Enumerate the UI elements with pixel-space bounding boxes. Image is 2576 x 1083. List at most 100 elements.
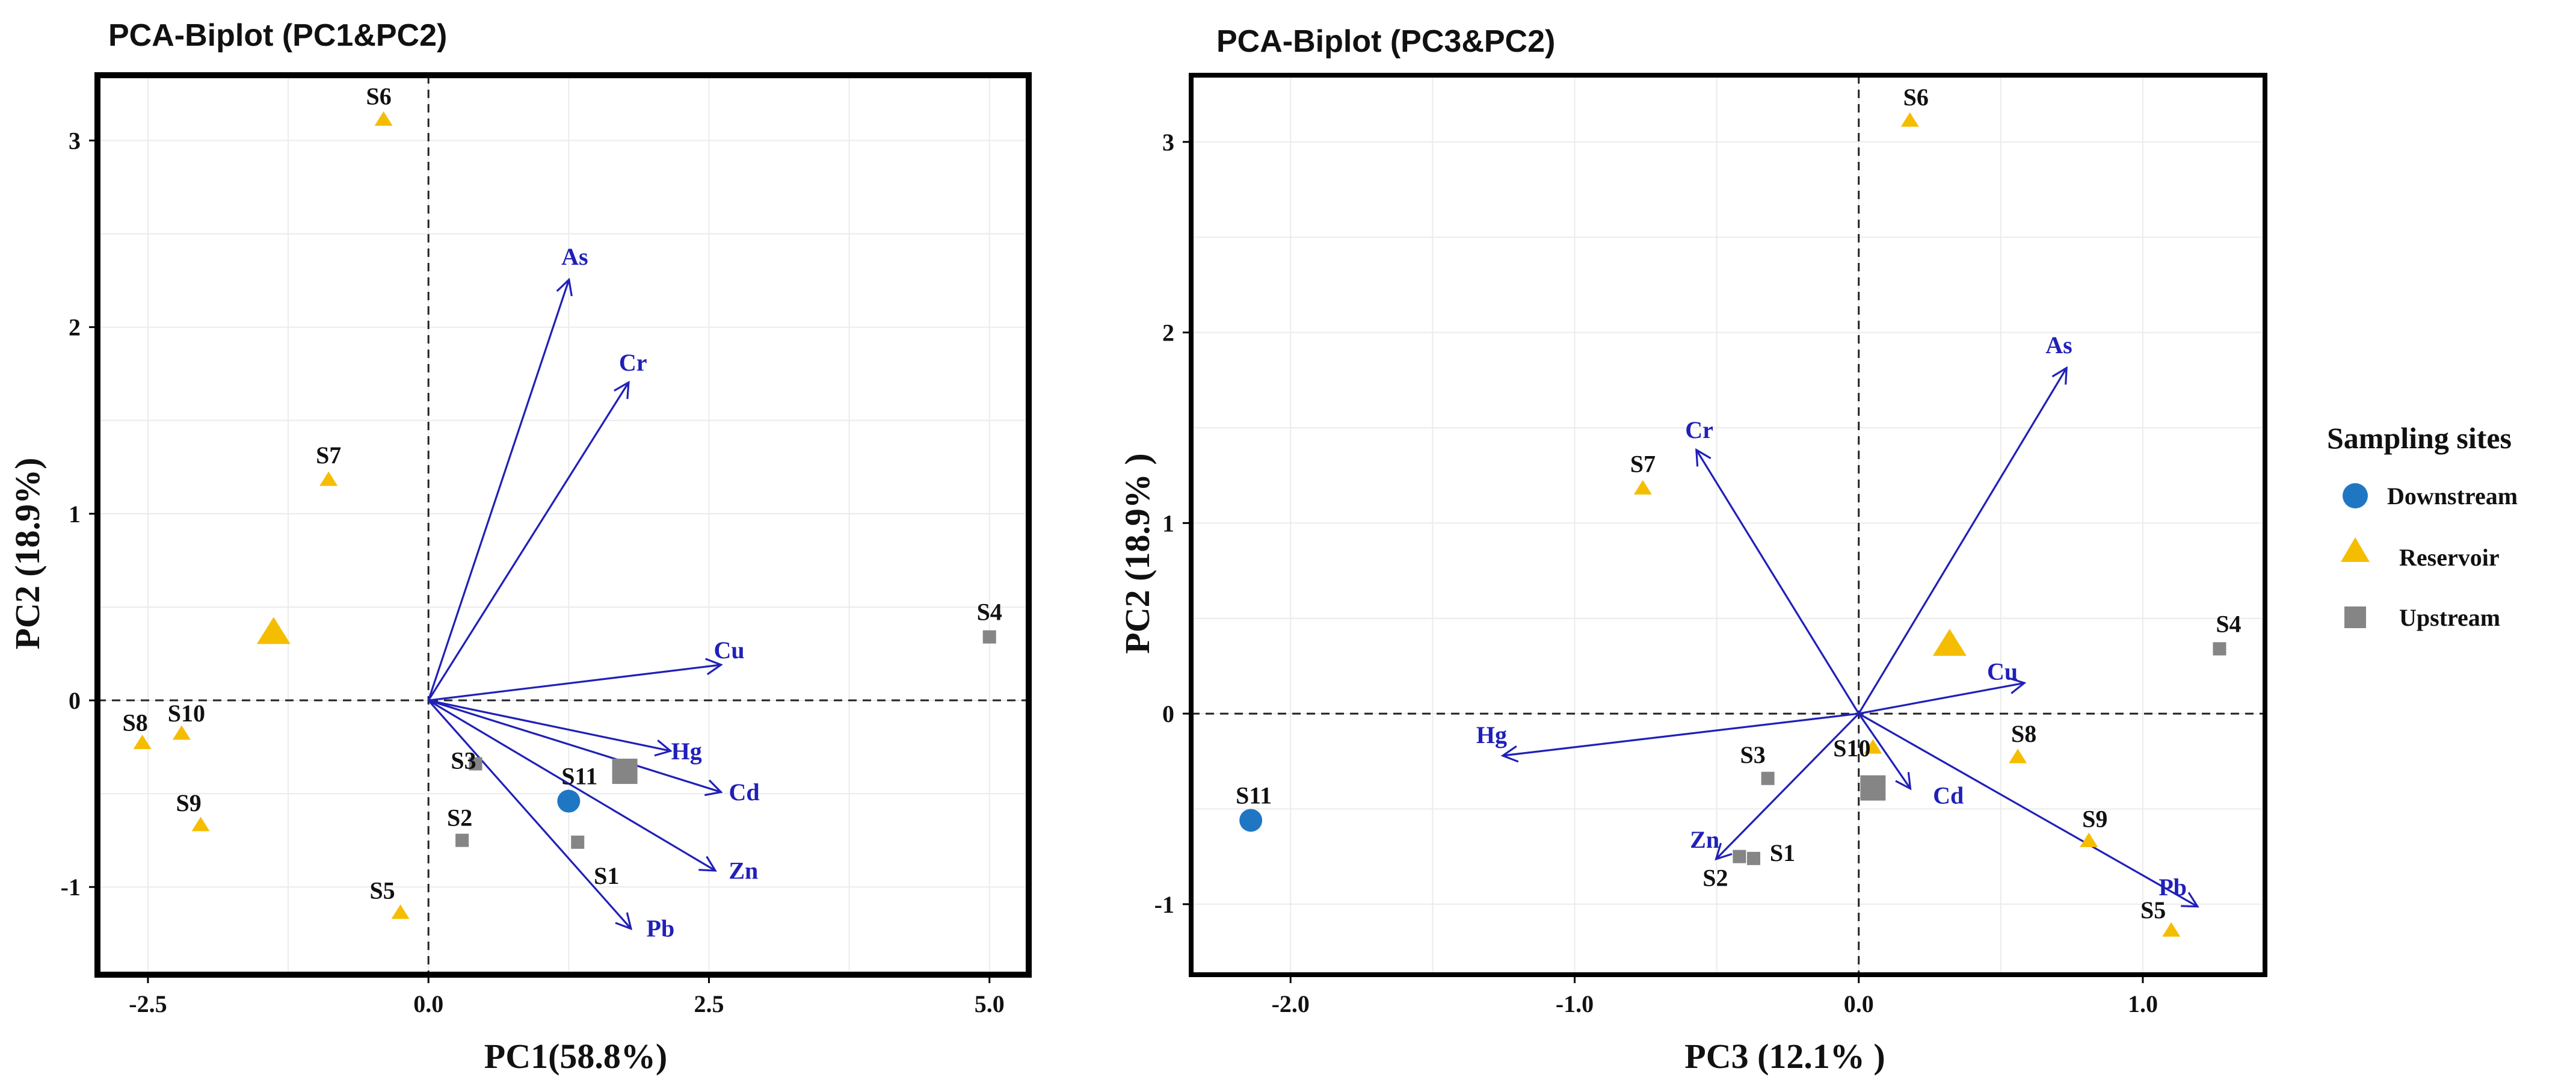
chart1-loading-arrow-zn (428, 699, 715, 870)
chart1-site-label-s8: S8 (122, 709, 147, 736)
legend-label-downstream: Downstream (2387, 483, 2518, 510)
chart1-site-label-s4: S4 (977, 599, 1002, 626)
chart1-loading-label-pb: Pb (647, 915, 675, 942)
chart2-loading-label-hg: Hg (1476, 721, 1507, 748)
chart1-y-tick-label: 3 (69, 128, 81, 155)
chart1-site-label-s11: S11 (561, 763, 597, 790)
chart2-loading-label-cr: Cr (1685, 416, 1713, 443)
legend-title: Sampling sites (2327, 421, 2512, 455)
chart2-centroid-upstream (1860, 775, 1886, 801)
chart2-site-label-s9: S9 (2082, 805, 2107, 832)
chart2-site-label-s6: S6 (1903, 84, 1929, 111)
chart2-loading-label-zn: Zn (1690, 826, 1719, 853)
chart1-loading-arrow-pb (427, 699, 630, 928)
chart1-centroid-reservoir (256, 617, 291, 644)
chart1-loading-label-zn: Zn (729, 857, 758, 884)
chart1-loading-arrow-cu (428, 665, 720, 702)
chart2-site-point-s7 (1633, 480, 1652, 495)
chart1-x-tick-label: 2.5 (694, 990, 724, 1017)
chart2-plot: As Cr Cu Hg Cd Zn Pb S1 S2 S3 S4 S5 S6 S7 S8 S9 S10 S11 -2… (1154, 73, 2267, 1017)
chart1-y-tick-label: 0 (69, 687, 81, 714)
chart1-site-point-s9 (191, 816, 210, 832)
chart2-site-label-s11: S11 (1236, 782, 1272, 809)
chart2-site-point-s3 (1761, 771, 1775, 785)
chart1-loading-arrow-hg (428, 699, 670, 751)
chart1-centroid-upstream (612, 758, 638, 784)
chart1-plot: As Cr Cu Hg Cd Zn Pb S1 S2 S3 S4 S5 S6 S7 S8 S9 S10 S11 -2… (61, 72, 1032, 1017)
chart2-y-tick-label: 1 (1162, 510, 1174, 537)
chart1-site-point-s11 (557, 789, 581, 813)
chart2-loading-arrow-cd (1858, 713, 1910, 788)
chart2-site-label-s4: S4 (2216, 610, 2241, 637)
chart2-loading-arrow-as (1858, 369, 2066, 714)
chart1-site-label-s1: S1 (594, 862, 619, 889)
chart1-site-label-s5: S5 (369, 877, 395, 904)
chart2-site-point-s5 (2162, 922, 2181, 937)
chart1-site-point-s2 (455, 833, 469, 847)
chart2-x-axis-title: PC3 (12.1% ) (1684, 1037, 1885, 1076)
legend-marker-upstream (2344, 606, 2366, 628)
chart2-loading-arrow-pb (1858, 712, 2197, 906)
chart2-site-label-s8: S8 (2011, 720, 2036, 747)
chart2-y-tick-label: 2 (1162, 319, 1174, 347)
chart1-site-point-s1 (571, 835, 585, 849)
chart2-site-label-s1: S1 (1770, 839, 1795, 866)
chart1-site-label-s6: S6 (366, 82, 391, 110)
chart2-site-point-s1 (1747, 851, 1760, 865)
chart2-y-tick-label: 3 (1162, 129, 1174, 156)
chart2-y-tick-label: -1 (1154, 891, 1174, 918)
chart2-y-tick-label: 0 (1162, 700, 1174, 727)
chart1-loading-label-cr: Cr (619, 349, 647, 376)
chart1-frame (94, 72, 1032, 978)
chart1-site-label-s10: S10 (168, 700, 205, 727)
chart2-y-axis-title: PC2 (18.9% ) (1118, 453, 1157, 653)
chart1-site-point-s7 (319, 471, 338, 486)
chart2-site-point-s10 (1864, 739, 1882, 754)
chart2-title: PCA-Biplot (PC3&PC2) (1216, 24, 1555, 59)
chart2-x-tick-label: 0.0 (1844, 990, 1874, 1017)
chart1-site-point-s8 (133, 734, 152, 749)
chart2-loading-arrow-cr (1697, 451, 1860, 714)
legend-marker-reservoir (2341, 537, 2370, 562)
legend-label-upstream: Upstream (2399, 604, 2500, 631)
chart1-x-tick-label: 0.0 (413, 990, 443, 1017)
chart1-loading-arrow-cr (427, 383, 628, 701)
chart2-site-point-s4 (2213, 642, 2226, 656)
chart2-site-label-s7: S7 (1630, 450, 1656, 477)
chart2-site-point-s2 (1733, 850, 1746, 863)
chart1-site-label-s2: S2 (447, 804, 472, 832)
chart2-site-label-s3: S3 (1740, 741, 1765, 768)
chart1-site-point-s6 (374, 111, 393, 126)
chart2-loading-label-cu: Cu (1987, 658, 2018, 685)
chart2-loading-arrow-cu (1858, 683, 2024, 715)
chart2-loading-arrow-zn (1717, 712, 1860, 859)
chart2-site-point-s11 (1239, 809, 1263, 832)
chart1-x-tick-label: -2.5 (129, 990, 167, 1017)
chart2-site-label-s10: S10 (1833, 735, 1870, 762)
chart1-loading-arrow-cd (428, 699, 720, 792)
chart2-loading-arrow-hg (1503, 712, 1859, 756)
chart2-site-point-s9 (2080, 832, 2098, 847)
chart1-loading-label-cd: Cd (729, 779, 760, 806)
chart1-loading-label-hg: Hg (671, 738, 702, 765)
chart2-site-label-s5: S5 (2140, 896, 2166, 924)
chart1-site-label-s7: S7 (316, 442, 341, 469)
chart2-loading-label-cd: Cd (1933, 782, 1964, 809)
legend: Sampling sites Downstream Reservoir Upst… (2327, 421, 2518, 631)
chart2-x-tick-label: -2.0 (1272, 990, 1310, 1017)
legend-marker-downstream (2343, 483, 2368, 508)
chart2-centroid-reservoir (1932, 629, 1967, 656)
chart2-x-tick-label: 1.0 (2128, 990, 2158, 1017)
chart1-title: PCA-Biplot (PC1&PC2) (108, 18, 447, 53)
chart1-site-point-s10 (172, 725, 191, 740)
chart1-x-axis-title: PC1(58.8%) (484, 1037, 667, 1076)
chart1-y-tick-label: -1 (61, 874, 81, 901)
chart2-site-label-s2: S2 (1702, 865, 1728, 892)
chart2-x-tick-label: -1.0 (1556, 990, 1594, 1017)
chart2-site-point-s6 (1900, 112, 1919, 127)
chart1-site-point-s4 (982, 630, 996, 644)
chart1-loading-label-as: As (561, 243, 588, 270)
chart1-site-point-s5 (391, 904, 410, 919)
chart2-site-point-s8 (2009, 748, 2027, 764)
chart2-loading-label-pb: Pb (2158, 874, 2187, 901)
